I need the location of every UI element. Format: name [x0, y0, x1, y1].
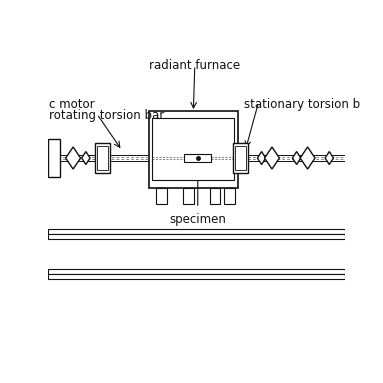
Bar: [156, 188, 167, 204]
Bar: [48, 229, 345, 234]
Bar: [183, 188, 194, 204]
Bar: [152, 118, 234, 180]
Bar: [235, 146, 246, 170]
Bar: [48, 155, 149, 161]
Bar: [48, 139, 60, 177]
Polygon shape: [300, 147, 315, 169]
Text: c motor: c motor: [49, 98, 95, 111]
Bar: [149, 111, 238, 188]
Polygon shape: [66, 147, 80, 169]
Bar: [95, 143, 110, 173]
Bar: [233, 143, 248, 173]
Bar: [48, 268, 345, 274]
Polygon shape: [265, 147, 280, 169]
Polygon shape: [293, 152, 301, 165]
Bar: [97, 146, 108, 170]
Bar: [238, 155, 345, 161]
Bar: [224, 188, 235, 204]
Text: rotating torsion bar: rotating torsion bar: [49, 110, 165, 122]
Text: specimen: specimen: [169, 213, 226, 226]
Polygon shape: [257, 152, 266, 165]
Bar: [210, 188, 220, 204]
Text: radiant furnace: radiant furnace: [149, 59, 241, 72]
Bar: [48, 274, 345, 279]
Bar: [48, 234, 345, 239]
Polygon shape: [82, 152, 90, 165]
Polygon shape: [325, 152, 334, 165]
Bar: [185, 154, 211, 162]
Text: stationary torsion b: stationary torsion b: [244, 98, 360, 111]
